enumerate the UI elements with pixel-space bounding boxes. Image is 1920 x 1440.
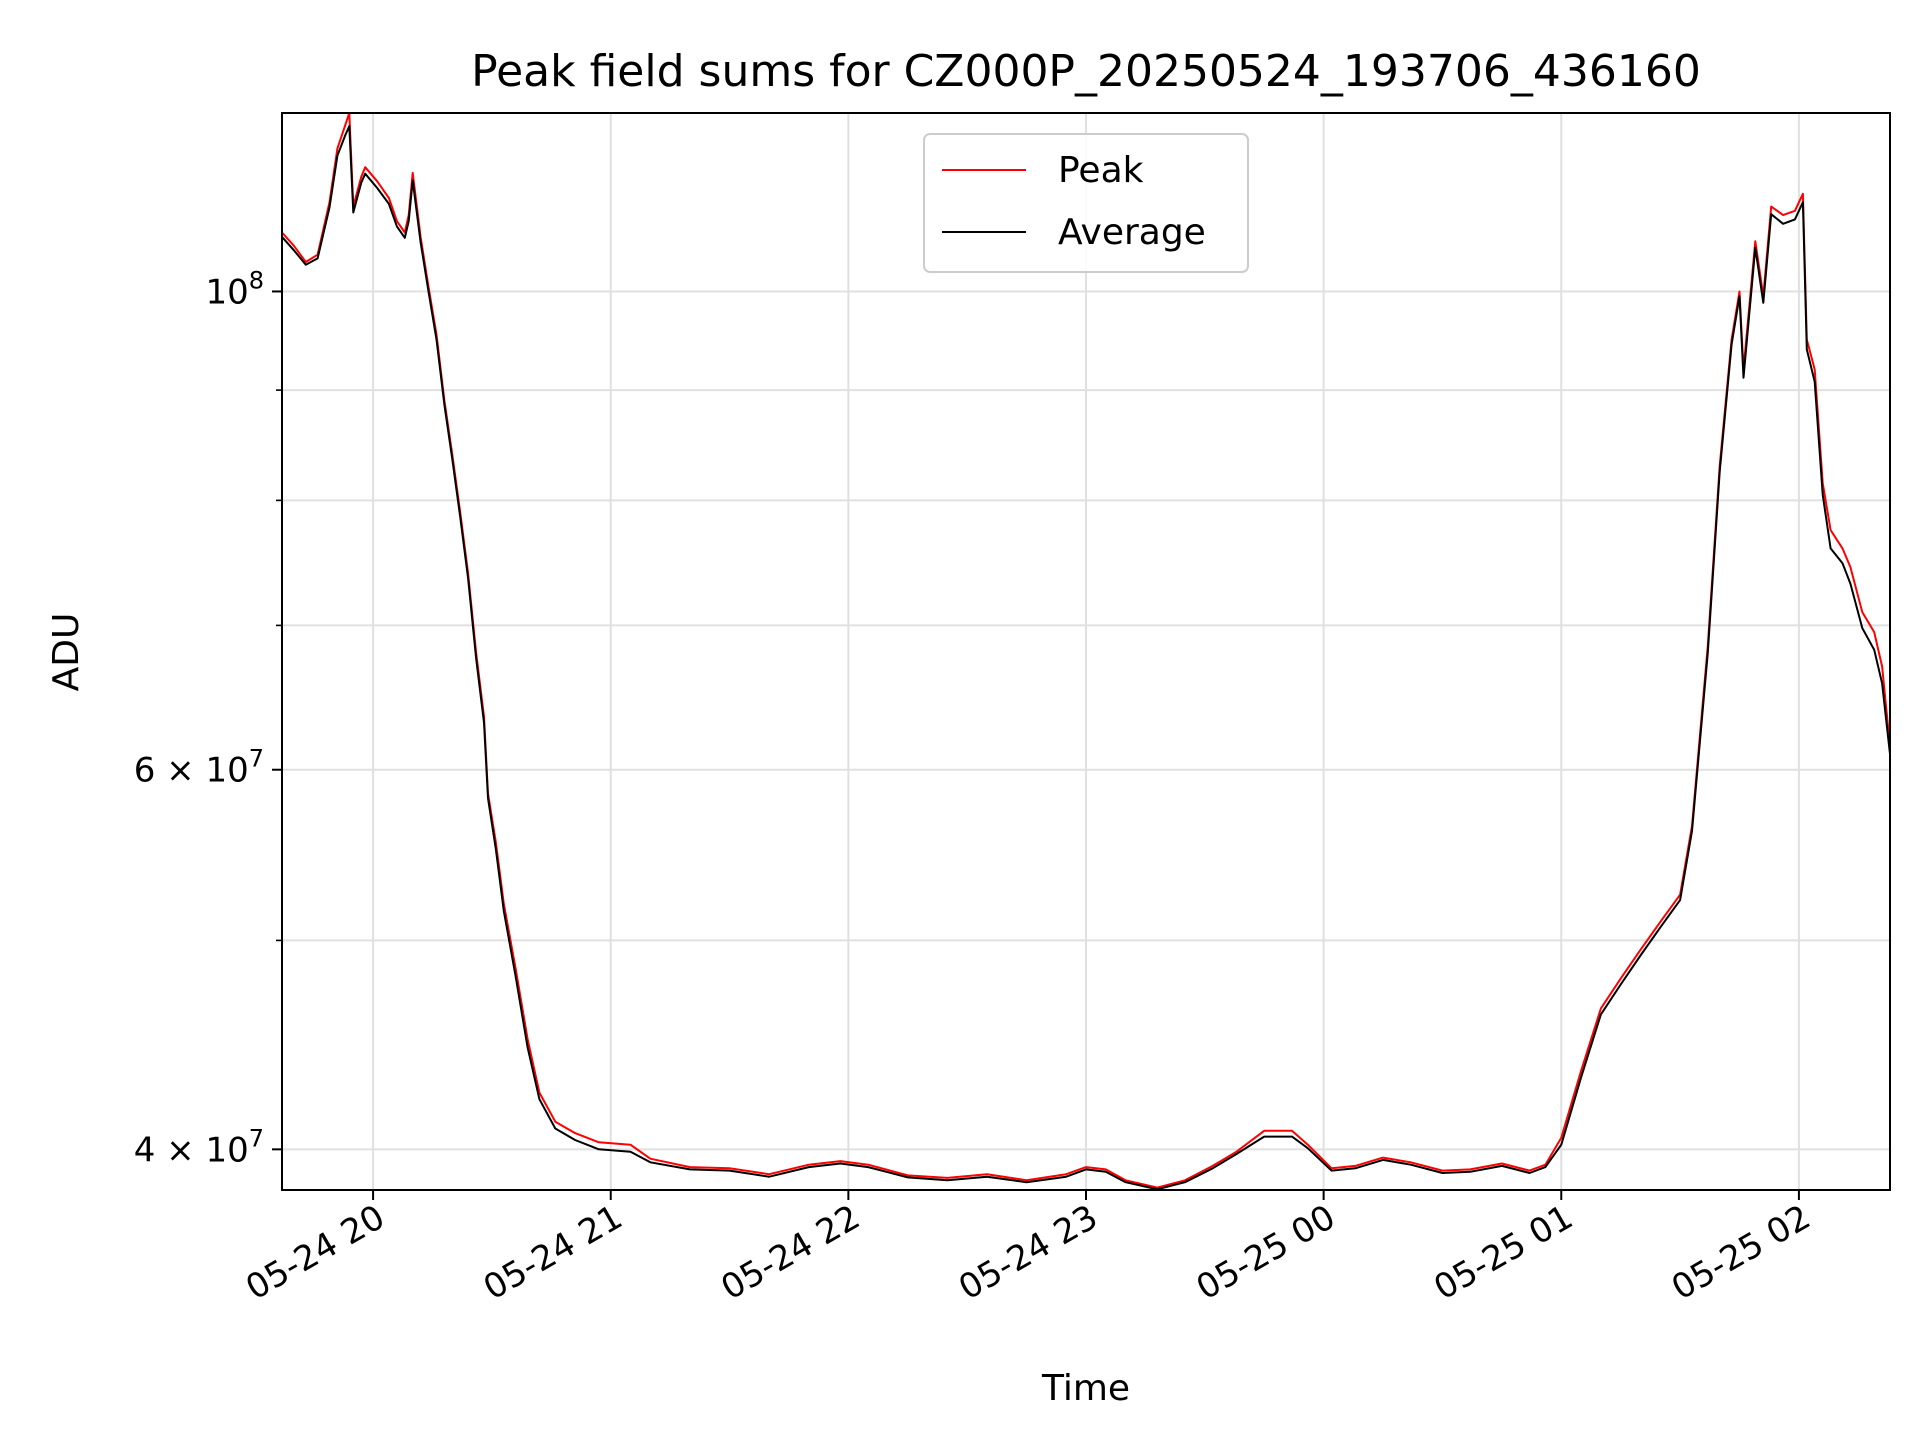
chart-title: Peak field sums for CZ000P_20250524_1937… (471, 46, 1701, 97)
series-group (281, 112, 1891, 1191)
y-tick-label: 6 × 107 (134, 745, 264, 791)
y-axis: 4 × 107 6 × 107 108 (134, 266, 282, 1170)
y-tick-label: 108 (205, 266, 264, 312)
grid (282, 113, 1890, 1190)
legend: Peak Average (923, 133, 1249, 273)
legend-label-peak: Peak (1058, 150, 1144, 191)
legend-box (923, 133, 1249, 273)
series-line-average (281, 125, 1891, 1191)
y-axis-label: ADU (46, 613, 87, 692)
legend-label-average: Average (1058, 212, 1206, 253)
y-tick-label: 4 × 107 (134, 1124, 264, 1170)
x-axis-label: Time (1041, 1368, 1130, 1409)
